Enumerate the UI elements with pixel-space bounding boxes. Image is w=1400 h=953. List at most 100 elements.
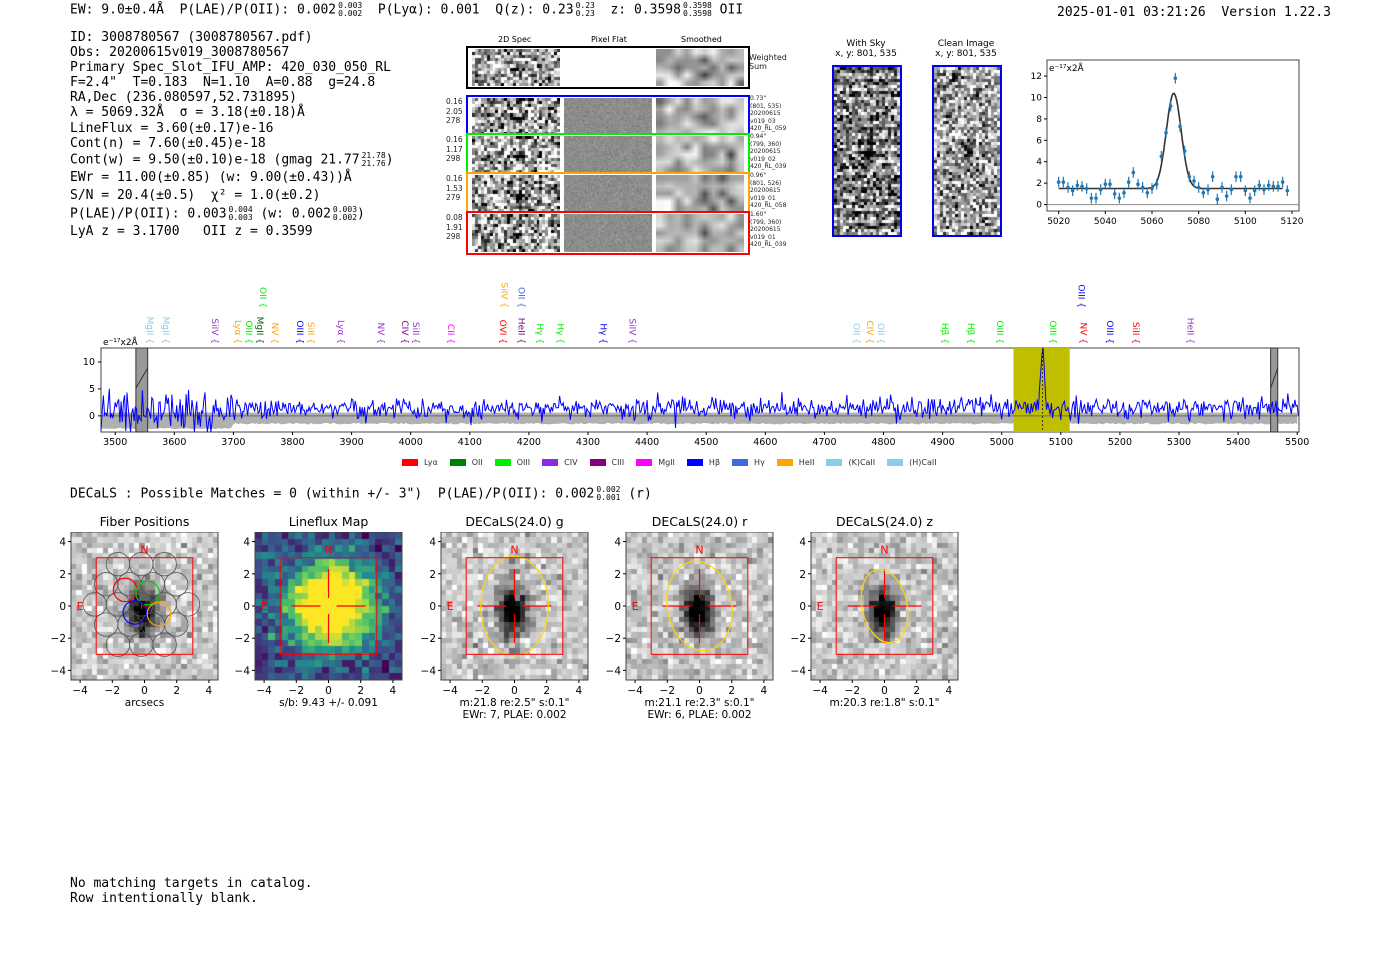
x-tick-label: −4 [442,685,458,697]
x-tick-label: 0 [696,685,703,697]
fiber-circle [140,572,166,597]
mask-hatch [1270,367,1279,389]
fiber-row-info: 0.94" (799, 360) 20200615 v019_02 420_RL… [750,133,787,170]
fiber-row-stats: 0.16 1.53 279 [446,174,463,202]
2d-spec-image [472,175,560,212]
clean-image-title: Clean Image x, y: 801, 535 [935,39,997,59]
x-tick-label: 3500 [103,437,127,448]
data-point [1215,197,1220,202]
imaging-cutout [811,532,958,680]
y-tick-label: −4 [421,665,437,677]
legend-label: Lyα [424,458,438,467]
version: Version 1.22.3 [1221,5,1331,20]
with-sky-title: With Sky x, y: 801, 535 [835,39,897,59]
spectrum-line [100,347,1299,433]
col-title-pixel-flat: Pixel Flat [591,35,627,44]
x-tick-label: 4000 [399,437,423,448]
line-label: HeII { [515,318,525,344]
fiber-circle-highlight [122,600,148,625]
clean-image [932,65,1002,237]
data-point [1080,184,1084,189]
info-line-z: LyA z = 3.1700 OII z = 0.3599 [70,224,313,239]
line-legend: Lyα OII OIII CIV CIII MgII Hβ Hγ HeII (K)CaII (H)C… [402,451,949,470]
aperture-box [650,557,749,655]
fiber-row-info: 0.73" (801, 535) 20200615 v019_03 420_RL… [750,95,787,132]
legend-item: Lyα [402,458,438,467]
data-point [1280,180,1285,184]
panel-caption: m:21.8 re:2.5" s:0.1" [459,697,570,709]
x-tick-label: 0 [511,685,518,697]
units-label: e⁻¹⁷x2Å [103,336,139,348]
x-tick-label: 4600 [753,437,777,448]
x-tick-label: −2 [475,685,490,697]
legend-label: CIII [611,458,625,467]
panel-title: DECaLS(24.0) r [651,514,748,529]
line-label: OIII { [1076,284,1086,308]
data-point [1192,179,1196,183]
data-point [1070,188,1075,193]
pixel-flat-image [564,214,652,252]
line-label: HeII { [1184,318,1194,344]
legend-swatch [887,459,904,466]
line-label: CII { [445,324,455,344]
x-tick-label: 4500 [694,437,718,448]
data-point [1103,182,1108,187]
data-point [1112,192,1117,196]
line-label: Hγ { [554,323,564,344]
center-crosshair [847,568,922,644]
x-tick-label: 5000 [990,437,1014,448]
legend-swatch [449,459,466,466]
line-label: CIV { [399,320,409,344]
line-label: OVI { [497,320,507,344]
fiber-row-stats: 0.08 1.91 298 [446,213,463,241]
y-tick-label: 4 [799,537,806,549]
legend-label: OII [471,458,483,467]
data-point [1276,184,1280,189]
x-tick-label: 2 [913,685,920,697]
smoothed-image [656,136,744,173]
legend-swatch [826,459,843,466]
legend-item: OII [449,458,483,467]
line-label: SiII { [305,322,315,344]
smoothed-image [656,49,744,86]
2d-spec-image [472,49,560,86]
panel-overlay: N E −4 −4 −2 −2 0 0 2 2 4 4 [606,532,774,697]
aperture-box [465,557,564,655]
fiber-circle [164,572,189,597]
fiber-circle-highlight [135,580,161,606]
data-point [1145,190,1150,195]
legend-label: (K)CaII [848,458,876,467]
compass-east: E [447,600,454,613]
source-ellipse [480,555,549,657]
data-point [1220,185,1224,190]
x-tick-label: 4 [761,685,768,697]
units-label: e⁻¹⁷x2Å [1049,62,1085,74]
fiber-circle [152,632,177,657]
aperture-box [835,557,934,655]
fiber-row [466,95,750,138]
x-tick-label: 5120 [1281,217,1304,227]
x-tick-label: −2 [660,685,675,697]
timestamp: 2025-01-01 03:21:26 [1057,5,1206,20]
line-label: SiIV { [626,318,636,344]
x-tick-label: 5040 [1094,217,1117,227]
y-tick-label: −2 [421,633,436,645]
legend-swatch [542,459,559,466]
error-band [101,412,1298,430]
data-point [1075,183,1080,188]
compass-east: E [77,600,84,613]
line-label: Hβ { [939,323,949,344]
line-label: SiII { [1130,322,1140,344]
y-tick-label: 2 [59,569,66,581]
2d-spec-image [472,214,560,252]
z-value: z: 0.3598 [610,2,681,18]
center-marker [141,603,148,609]
x-tick-label: 4 [390,685,397,697]
line-label: Hβ { [965,323,975,344]
line-label: OII { [515,287,525,308]
data-point [1182,149,1187,153]
data-point [1168,104,1173,108]
legend-label: (H)CaII [909,458,937,467]
x-tick-label: 5500 [1285,437,1309,448]
line-fit-plot: 5020 5040 5060 5080 5100 5120 0 2 4 6 8 10 12 e⁻¹⁷x2Å [1031,59,1304,227]
